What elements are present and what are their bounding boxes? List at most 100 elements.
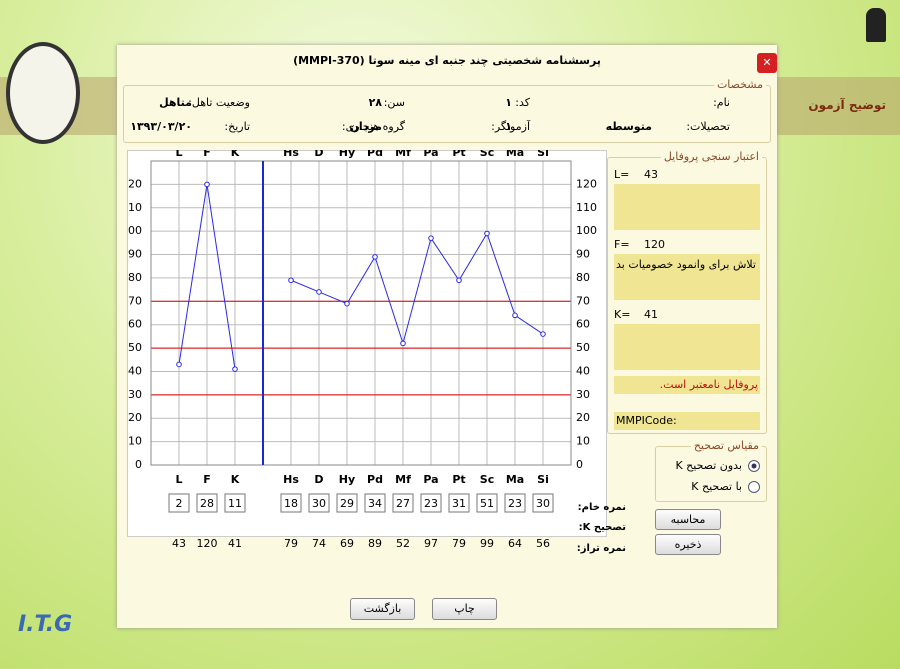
y-tick-label: 100 [127, 224, 142, 237]
raw-score: 28 [200, 497, 214, 510]
point [512, 312, 518, 319]
t-score: 120 [197, 537, 218, 550]
profile-line [290, 232, 544, 346]
t-score: 74 [312, 537, 326, 550]
t-score: 99 [480, 537, 494, 550]
back-button[interactable]: بازگشت [350, 598, 415, 620]
category-label: Hs [283, 150, 299, 159]
dialog: پرسشنامه شخصیتی چند جنبه ای مینه سوتا (M… [117, 45, 777, 628]
radio-label[interactable]: با تصحیح K [691, 480, 742, 493]
t-score: 89 [368, 537, 382, 550]
category-label: Sc [480, 473, 494, 486]
details-box: مشخصات نام: کد: ۱ سن: ۲۸ وضعیت تاهل: متاهل تحصی… [123, 78, 771, 143]
raw-box [280, 493, 302, 513]
category-label: Hy [339, 150, 355, 159]
raw-score: 30 [312, 497, 326, 510]
exit-icon[interactable] [866, 8, 886, 42]
category-label: Pt [452, 473, 465, 486]
point [372, 254, 378, 260]
y-tick-label: 110 [127, 201, 142, 214]
print-button[interactable]: چاپ [432, 598, 497, 620]
legend: اعتبار سنجی پروفایل [660, 150, 762, 163]
category-label: F [203, 150, 211, 159]
note-box [614, 184, 760, 230]
point [456, 277, 462, 284]
raw-score: 18 [284, 497, 298, 510]
item-value: 43 [644, 168, 658, 181]
raw-box [364, 493, 386, 513]
category-label: Si [537, 473, 549, 486]
brand: I.T.G [18, 612, 73, 637]
raw-score: 31 [452, 497, 466, 510]
t-score: 43 [172, 537, 186, 550]
point [484, 230, 490, 237]
category-label: Si [537, 150, 549, 159]
raw-box [196, 493, 218, 513]
y-tick-label: 90 [128, 248, 142, 261]
y-tick-label: 50 [128, 341, 142, 354]
field-label: تاریخ: [224, 120, 250, 133]
legend: مقیاس تصحیح [690, 439, 762, 452]
t-score: 41 [228, 537, 242, 550]
row-label: نمره تراز: [576, 543, 626, 554]
save-button[interactable]: ذخیره [655, 534, 721, 555]
y-tick-label: 120 [576, 177, 597, 190]
y-tick-label: 80 [128, 271, 142, 284]
y-tick-label: 70 [576, 294, 590, 307]
correction-box: مقیاس تصحیح بدون تصحیح K با تصحیح K [655, 439, 767, 502]
profile-chart: 0 0 10 10 20 20 30 30 40 40 50 50 60 60 70 70 80 80 90 90 10… [127, 150, 597, 550]
y-tick-label: 100 [576, 224, 597, 237]
category-label: D [314, 473, 323, 486]
y-tick-label: 60 [576, 318, 590, 331]
raw-box [224, 493, 246, 513]
y-tick-label: 30 [128, 388, 142, 401]
raw-box [420, 493, 442, 513]
point [428, 235, 434, 241]
t-score: 52 [396, 537, 410, 550]
raw-score: 23 [508, 497, 522, 510]
y-tick-label: 120 [127, 177, 142, 190]
raw-score: 11 [228, 497, 242, 510]
calculate-button[interactable]: محاسبه [655, 509, 721, 530]
item-value: 120 [644, 238, 665, 251]
menu-item[interactable]: توضیح آزمون [808, 98, 886, 112]
item-value: 41 [644, 308, 658, 321]
radio[interactable] [748, 481, 760, 493]
logo [6, 42, 80, 144]
category-label: Mf [395, 150, 411, 159]
y-tick-label: 40 [576, 364, 590, 377]
y-tick-label: 10 [128, 435, 142, 448]
category-label: D [314, 150, 323, 159]
close-button[interactable]: ✕ [757, 53, 777, 73]
raw-score: 30 [536, 497, 550, 510]
t-score: 79 [452, 537, 466, 550]
point [344, 300, 350, 307]
field-label: سن: [383, 96, 405, 109]
category-label: L [175, 473, 182, 486]
field-label: گروه هنجاری: [341, 120, 405, 133]
category-label: Sc [480, 150, 494, 159]
field-label: وضعیت تاهل: [188, 96, 250, 109]
y-tick-label: 60 [128, 318, 142, 331]
y-tick-label: 40 [128, 364, 142, 377]
y-tick-label: 90 [576, 248, 590, 261]
field-value: مردان [349, 120, 382, 133]
field-value: متاهل [159, 96, 192, 109]
y-tick-label: 50 [576, 341, 590, 354]
field-label: تحصیلات: [686, 120, 730, 133]
y-tick-label: 80 [576, 271, 590, 284]
field-label: کد: [515, 96, 530, 109]
note-box: تلاش برای وانمود خصومیات بد [614, 254, 760, 300]
field-value: ۱ [505, 96, 512, 109]
t-score: 97 [424, 537, 438, 550]
category-label: Ma [506, 473, 524, 486]
raw-box [392, 493, 414, 513]
field-value: ۲۸ [368, 96, 382, 109]
item-label: L= [614, 168, 630, 181]
radio-checked[interactable] [748, 460, 760, 472]
plot-border [150, 160, 572, 466]
radio-label[interactable]: بدون تصحیح K [675, 459, 742, 472]
y-tick-label: 110 [576, 201, 597, 214]
raw-score: 23 [424, 497, 438, 510]
